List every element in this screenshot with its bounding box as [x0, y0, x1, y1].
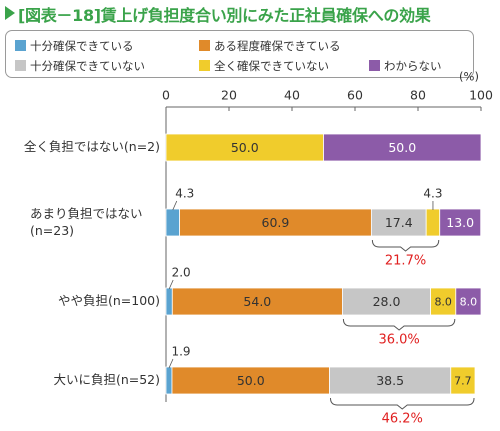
legend-label-3: 全く確保できていない: [214, 59, 329, 73]
legend-label-2: 十分確保できていない: [30, 59, 145, 73]
bracket-0: [371, 239, 440, 252]
bar-label-2-0: 2.0: [172, 266, 191, 280]
legend-item-4: わからない: [369, 58, 442, 74]
legend-swatch-0: [15, 40, 26, 51]
bar-2-3: [430, 287, 457, 316]
bar-label-2-2: 28.0: [373, 294, 401, 309]
bar-3-1: [171, 366, 330, 395]
legend: 十分確保できている ある程度確保できている 十分確保できていない 全く確保できて…: [5, 30, 474, 78]
bar-label-2-3: 8.0: [434, 296, 452, 309]
bar-label-1-1: 60.9: [262, 215, 290, 230]
bar-1-4: [439, 208, 482, 237]
bar-label-2-4: 8.0: [460, 296, 478, 309]
bar-label-3-3: 7.7: [454, 375, 472, 388]
legend-swatch-4: [369, 60, 380, 71]
bar-label-0-4: 50.0: [388, 140, 416, 155]
bar-label-3-0: 1.9: [171, 345, 190, 359]
bar-label-1-0: 4.3: [175, 187, 194, 201]
leader-line-2-0: [168, 279, 174, 290]
bar-2-2: [341, 287, 431, 316]
bar-3-3: [450, 366, 476, 395]
legend-label-1: ある程度確保できている: [214, 39, 341, 53]
bar-0-4: [323, 133, 482, 162]
x-tick-label-4: 80: [410, 88, 426, 103]
category-label-1: あまり負担ではない: [30, 206, 143, 221]
legend-swatch-3: [199, 60, 210, 71]
bar-1-0: [165, 208, 180, 237]
bracket-1: [342, 318, 456, 331]
bar-2-4: [455, 287, 482, 316]
bracket-2: [329, 397, 475, 410]
legend-item-0: 十分確保できている: [15, 38, 134, 54]
triangle-icon: [5, 6, 15, 20]
unit-label: (%): [459, 70, 479, 84]
bar-label-1-2: 17.4: [385, 215, 413, 230]
legend-item-3: 全く確保できていない: [199, 58, 329, 74]
legend-label-4: わからない: [384, 59, 442, 73]
x-tick-label-1: 20: [221, 88, 237, 103]
x-tick-label-3: 60: [347, 88, 363, 103]
bar-0-3: [165, 133, 324, 162]
category-label-2: やや負担(n=100): [58, 293, 160, 308]
x-tick-label-0: 0: [162, 88, 170, 103]
chart-title: [図表－18]賃上げ負担度合い別にみた正社員確保への効果: [18, 6, 431, 25]
legend-item-2: 十分確保できていない: [15, 58, 145, 74]
bar-3-2: [329, 366, 452, 395]
category-label-0: 全く負担ではない(n=2): [24, 139, 160, 154]
legend-swatch-1: [199, 40, 210, 51]
category-label-3: 大いに負担(n=52): [53, 372, 160, 387]
bar-label-3-1: 50.0: [237, 373, 265, 388]
x-tick-label-5: 100: [469, 88, 493, 103]
bar-label-3-2: 38.5: [376, 373, 404, 388]
bar-2-0: [165, 287, 173, 316]
bar-3-0: [165, 366, 173, 395]
bar-label-0-3: 50.0: [231, 140, 259, 155]
bar-2-1: [171, 287, 343, 316]
bracket-label-0: 21.7%: [385, 254, 426, 269]
chart-title-bar: [図表－18]賃上げ負担度合い別にみた正社員確保への効果: [0, 0, 500, 26]
leader-line-3-0: [168, 358, 174, 369]
bar-label-2-1: 54.0: [243, 294, 271, 309]
bar-1-3: [425, 208, 441, 237]
bar-label-1-3: 4.3: [423, 187, 442, 201]
legend-label-0: 十分確保できている: [30, 39, 134, 53]
legend-swatch-2: [15, 60, 26, 71]
leader-line-1-0: [172, 200, 178, 211]
bracket-label-2: 46.2%: [382, 412, 423, 427]
bracket-label-1: 36.0%: [378, 333, 419, 348]
x-tick-label-2: 40: [284, 88, 300, 103]
bar-label-1-4: 13.0: [446, 215, 474, 230]
legend-item-1: ある程度確保できている: [199, 38, 341, 54]
category-sublabel-1: (n=23): [30, 223, 74, 238]
